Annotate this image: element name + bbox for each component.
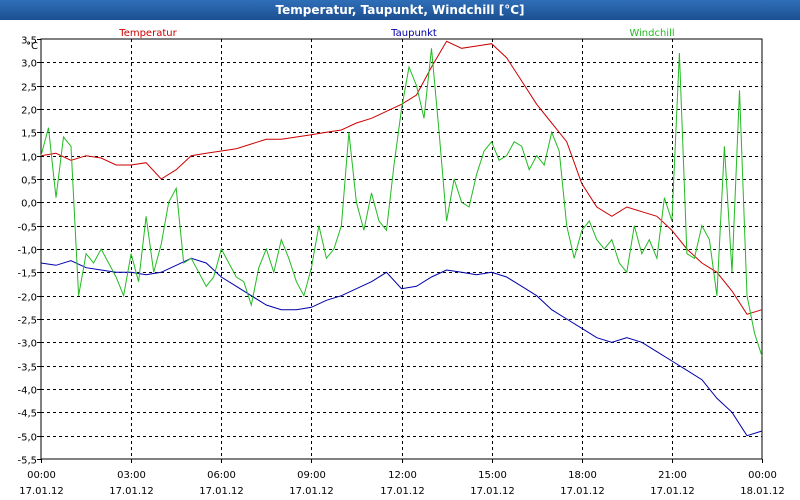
x-tick-date: 17.01.12 <box>380 486 425 497</box>
x-tick-time: 12:00 <box>388 470 417 481</box>
series-line-taupunkt <box>40 257 763 437</box>
y-axis-label: °C <box>26 41 38 52</box>
x-tick-date: 17.01.12 <box>19 486 64 497</box>
y-tick-label: 0,0 <box>21 199 37 210</box>
x-tick-time: 18:00 <box>568 470 597 481</box>
y-tick-label: 0,5 <box>21 176 37 187</box>
y-tick-label: 2,5 <box>21 83 37 94</box>
x-tick-date: 17.01.12 <box>289 486 334 497</box>
y-tick-label: -3,0 <box>17 339 37 350</box>
y-tick-label: -1,0 <box>17 246 37 257</box>
y-tick-label: -2,5 <box>17 316 37 327</box>
series-line-windchill <box>40 48 763 357</box>
y-tick-label: -1,5 <box>17 269 37 280</box>
legend-temperatur: Temperatur <box>118 28 177 39</box>
x-tick-time: 00:00 <box>748 470 777 481</box>
y-tick-label: 2,0 <box>21 106 37 117</box>
x-tick-date: 18.01.12 <box>740 486 785 497</box>
x-tick-date: 17.01.12 <box>199 486 244 497</box>
x-tick-time: 03:00 <box>117 470 146 481</box>
chart-title-bar: Temperatur, Taupunkt, Windchill [°C] <box>0 0 800 20</box>
x-tick-time: 09:00 <box>297 470 326 481</box>
x-tick-time: 06:00 <box>207 470 236 481</box>
y-tick-label: 1,0 <box>21 153 37 164</box>
y-tick-label: -5,5 <box>17 456 37 467</box>
series-line-temperatur <box>40 40 763 315</box>
y-tick-label: -4,0 <box>17 386 37 397</box>
y-tick-label: -2,0 <box>17 293 37 304</box>
x-tick-date: 17.01.12 <box>650 486 695 497</box>
y-tick-label: 1,5 <box>21 129 37 140</box>
y-tick-label: 3,5 <box>21 36 37 47</box>
y-tick-label: -0,5 <box>17 223 37 234</box>
x-tick-time: 00:00 <box>27 470 56 481</box>
x-tick-time: 21:00 <box>658 470 687 481</box>
y-tick-label: -5,0 <box>17 433 37 444</box>
line-chart: 3,5 3,0 2,5 2,0 1,5 1,0 0,5 0,0 -0,5 -1,0 -1,5 -2,0… <box>17 28 785 497</box>
y-tick-label: 3,0 <box>21 59 37 70</box>
chart-title: Temperatur, Taupunkt, Windchill [°C] <box>275 3 525 17</box>
x-tick-date: 17.01.12 <box>470 486 515 497</box>
y-tick-label: -4,5 <box>17 409 37 420</box>
legend-windchill: Windchill <box>629 28 674 39</box>
x-tick-time: 15:00 <box>478 470 507 481</box>
x-tick-date: 17.01.12 <box>560 486 605 497</box>
y-tick-label: -3,5 <box>17 363 37 374</box>
x-tick-date: 17.01.12 <box>109 486 154 497</box>
legend-taupunkt: Taupunkt <box>390 28 437 39</box>
